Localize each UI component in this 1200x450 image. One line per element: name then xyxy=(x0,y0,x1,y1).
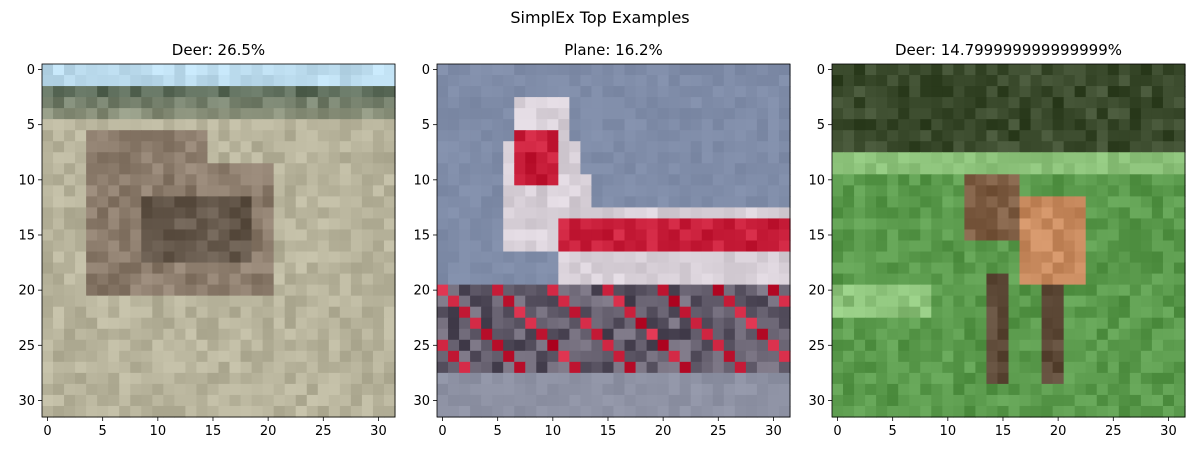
x-tick-label: 5 xyxy=(99,424,107,439)
y-tick-label: 10 xyxy=(413,173,430,188)
y-tick-label: 30 xyxy=(18,394,35,409)
figure-title: SimplEx Top Examples xyxy=(510,8,689,27)
y-tick-label: 15 xyxy=(808,228,825,243)
x-tick-label: 30 xyxy=(370,424,387,439)
y-tick-label: 20 xyxy=(808,284,825,299)
y-tick-label: 15 xyxy=(413,228,430,243)
y-tick-label: 0 xyxy=(817,63,825,78)
y-tick-label: 10 xyxy=(18,173,35,188)
panel-title: Deer: 26.5% xyxy=(172,41,265,59)
panel-2: Plane: 16.2% 0 5 10 15 20 25 30 0 5 10 15 20 25 30 xyxy=(413,41,791,439)
x-tick-label: 30 xyxy=(765,424,782,439)
x-tick-label: 0 xyxy=(43,424,51,439)
blurry-deer-photo-icon xyxy=(42,64,396,418)
x-tick-label: 0 xyxy=(438,424,446,439)
panel-1: Deer: 26.5% 0 5 10 15 20 25 30 0 5 10 15 20 25 30 xyxy=(18,41,396,439)
y-tick-label: 20 xyxy=(18,284,35,299)
axes-frame xyxy=(831,63,1186,418)
y-tick-label: 5 xyxy=(422,118,430,133)
blurry-deer-in-grass-photo-icon xyxy=(832,64,1186,418)
y-tick-label: 30 xyxy=(413,394,430,409)
x-tick-label: 15 xyxy=(205,424,222,439)
y-tick-label: 5 xyxy=(817,118,825,133)
x-tick-label: 25 xyxy=(710,424,727,439)
x-tick-label: 30 xyxy=(1160,424,1177,439)
x-tick-label: 15 xyxy=(995,424,1012,439)
y-tick-label: 30 xyxy=(808,394,825,409)
panel-3: Deer: 14.799999999999999% 0 5 10 15 20 25 30 0 5 1… xyxy=(808,41,1186,439)
y-tick-label: 0 xyxy=(422,63,430,78)
axes-frame xyxy=(436,63,791,418)
y-tick-label: 25 xyxy=(413,339,430,354)
x-tick-label: 20 xyxy=(260,424,277,439)
y-tick-label: 25 xyxy=(18,339,35,354)
y-tick-label: 5 xyxy=(27,118,35,133)
blurry-airplane-photo-icon xyxy=(437,64,791,418)
x-tick-label: 15 xyxy=(600,424,617,439)
x-tick-label: 20 xyxy=(1050,424,1067,439)
y-tick-label: 0 xyxy=(27,63,35,78)
x-tick-label: 5 xyxy=(494,424,502,439)
axes-frame xyxy=(41,63,396,418)
x-tick-label: 10 xyxy=(940,424,957,439)
y-tick-label: 25 xyxy=(808,339,825,354)
x-tick-label: 20 xyxy=(655,424,672,439)
x-tick-label: 0 xyxy=(833,424,841,439)
x-tick-label: 10 xyxy=(150,424,167,439)
y-tick-label: 10 xyxy=(808,173,825,188)
panel-title: Deer: 14.799999999999999% xyxy=(895,41,1122,59)
y-tick-label: 15 xyxy=(18,228,35,243)
x-tick-label: 25 xyxy=(1105,424,1122,439)
x-tick-label: 25 xyxy=(315,424,332,439)
y-tick-label: 20 xyxy=(413,284,430,299)
panel-title: Plane: 16.2% xyxy=(564,41,663,59)
x-tick-label: 5 xyxy=(889,424,897,439)
x-tick-label: 10 xyxy=(545,424,562,439)
